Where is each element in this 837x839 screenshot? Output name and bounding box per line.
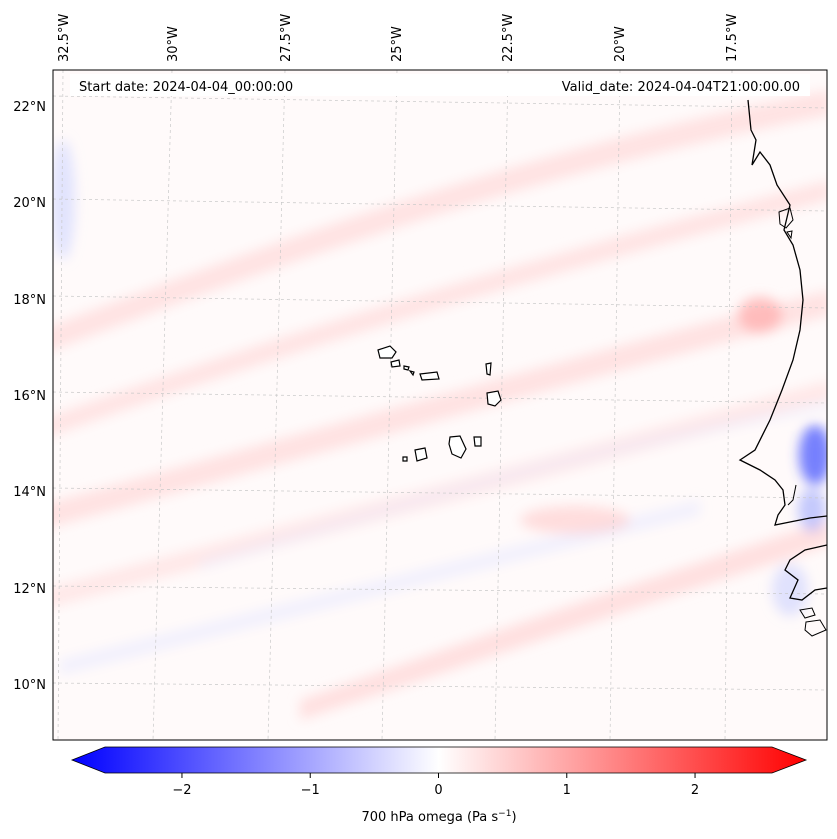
lon-label: 32.5°W <box>57 14 72 62</box>
lon-label: 25°W <box>390 26 405 62</box>
colorbar-label: 700 hPa omega (Pa s−1) <box>361 809 516 825</box>
lat-label: 16°N <box>13 389 46 404</box>
lat-label: 22°N <box>13 100 46 115</box>
colorbar-tick-label: 2 <box>691 783 699 798</box>
lon-label: 30°W <box>166 26 181 62</box>
graticule <box>53 70 827 740</box>
coast-detail <box>778 207 827 637</box>
lon-label: 17.5°W <box>725 14 740 62</box>
lat-label: 18°N <box>13 293 46 308</box>
lat-label: 12°N <box>13 582 46 597</box>
colorbar-ticks: −2 −1 0 1 2 <box>172 773 699 798</box>
lon-label: 20°W <box>613 26 628 62</box>
colorbar-bar <box>70 746 808 774</box>
lat-label: 20°N <box>13 196 46 211</box>
africa-coastline <box>738 99 827 601</box>
lat-label: 10°N <box>13 678 46 693</box>
lat-label: 14°N <box>13 485 46 500</box>
lon-label: 27.5°W <box>279 14 294 62</box>
map-panel <box>53 70 827 740</box>
colorbar-tick-label: 0 <box>434 783 442 798</box>
header-box <box>70 74 810 96</box>
cape-verde-islands <box>377 345 502 462</box>
longitude-labels: 32.5°W 30°W 27.5°W 25°W 22.5°W 20°W 17.5… <box>57 14 740 62</box>
start-date-label: Start date: 2024-04-04_00:00:00 <box>79 80 293 95</box>
omega-field <box>53 90 827 720</box>
colorbar-tick-label: 1 <box>563 783 571 798</box>
lon-label: 22.5°W <box>501 14 516 62</box>
valid-date-label: Valid_date: 2024-04-04T21:00:00.00 <box>562 80 800 95</box>
latitude-labels: 22°N 20°N 18°N 16°N 14°N 12°N 10°N <box>13 100 46 693</box>
map-frame <box>52 69 828 741</box>
colorbar-tick-label: −2 <box>172 783 191 798</box>
colorbar-tick-label: −1 <box>301 783 320 798</box>
colorbar: −2 −1 0 1 2 700 hPa omega (Pa s−1) <box>70 746 808 825</box>
